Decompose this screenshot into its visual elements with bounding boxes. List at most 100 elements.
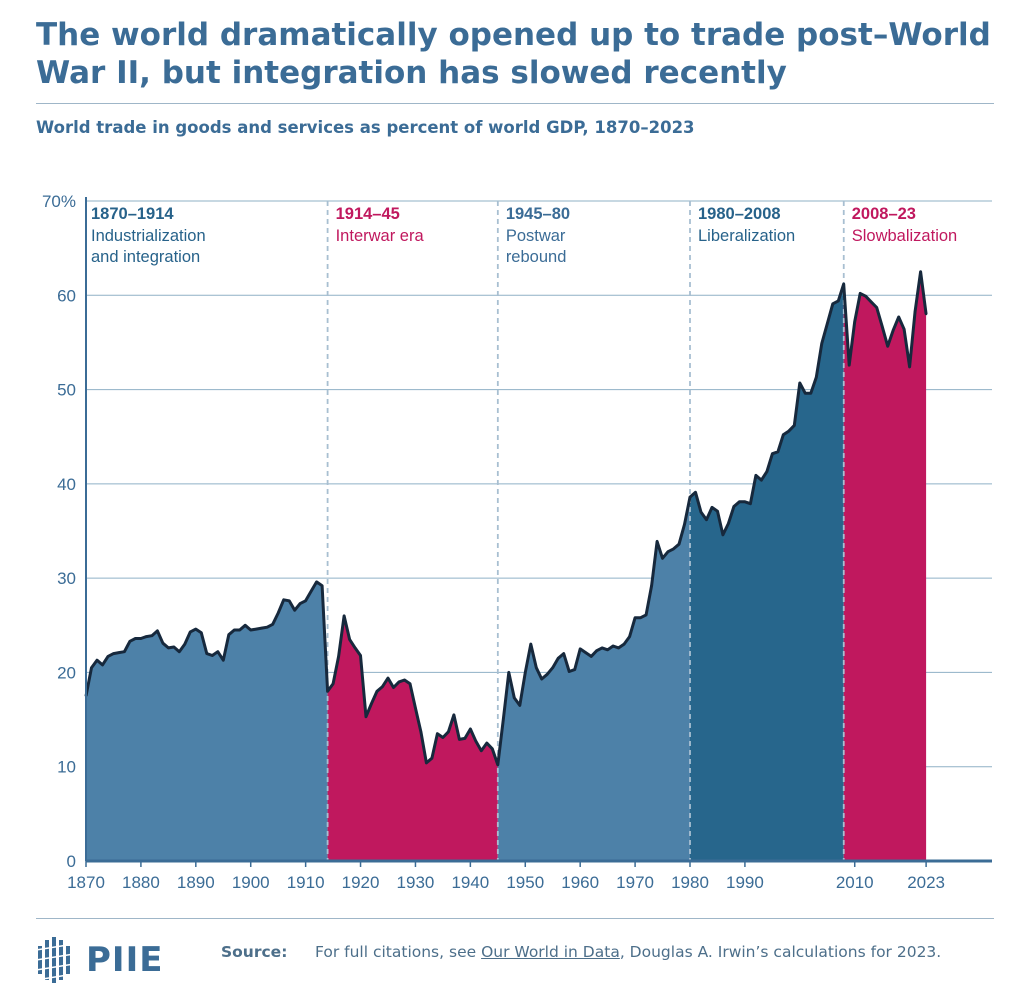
data-point-1877: [123, 650, 126, 653]
data-point-1971: [639, 616, 642, 619]
y-tick-label-4: 40: [57, 475, 76, 494]
data-point-1970: [633, 616, 637, 619]
data-point-1871: [90, 666, 93, 669]
data-point-2012: [864, 295, 867, 298]
data-point-1951: [529, 642, 532, 646]
data-point-1958: [568, 670, 571, 673]
era-area-1870–1914: [86, 581, 328, 861]
data-point-2021: [913, 310, 917, 313]
data-point-1873: [101, 663, 104, 667]
y-tick-label-7: 70%: [42, 192, 76, 211]
data-point-1943: [485, 741, 488, 745]
x-tick-label-1960: 1960: [561, 873, 599, 892]
data-point-1955: [551, 666, 554, 669]
data-point-1983: [705, 518, 708, 521]
data-point-1960: [579, 647, 582, 651]
data-point-1879: [134, 637, 137, 640]
data-point-2001: [804, 392, 807, 395]
piie-logo[interactable]: PIIE: [36, 936, 163, 984]
data-point-1881: [145, 635, 148, 638]
data-point-1914: [326, 690, 329, 693]
data-point-2015: [881, 325, 884, 328]
era-desc-1870–1914-0: Industrialization: [91, 227, 206, 245]
data-point-2010: [853, 320, 856, 323]
data-point-1980: [688, 495, 692, 499]
y-tick-label-0: 0: [67, 852, 76, 871]
data-point-1944: [491, 747, 494, 750]
data-point-1917: [342, 614, 346, 618]
data-point-1880: [139, 637, 143, 640]
data-point-1906: [282, 598, 285, 601]
data-point-2008: [842, 282, 845, 286]
data-point-1949: [518, 704, 521, 707]
data-point-1998: [787, 429, 790, 433]
x-tick-label-1930: 1930: [397, 873, 435, 892]
data-point-1991: [749, 502, 752, 505]
data-point-1938: [458, 738, 461, 741]
data-point-2003: [815, 376, 818, 379]
data-point-1976: [666, 550, 670, 553]
data-point-1933: [430, 757, 434, 760]
data-point-2000: [798, 381, 801, 385]
data-point-1888: [183, 642, 186, 646]
era-desc-1980–2008-0: Liberalization: [698, 227, 795, 245]
data-point-1975: [661, 557, 664, 560]
data-point-1986: [721, 533, 725, 536]
data-point-1928: [403, 678, 406, 682]
data-point-1957: [562, 652, 565, 655]
source-link-owid[interactable]: Our World in Data: [481, 943, 620, 961]
source-text-post: , Douglas A. Irwin’s calculations for 20…: [619, 943, 942, 961]
data-point-1967: [617, 646, 620, 650]
data-point-1926: [392, 686, 395, 689]
data-point-1894: [216, 650, 219, 653]
data-point-2011: [859, 292, 862, 295]
data-point-1874: [106, 655, 110, 658]
data-point-2019: [902, 328, 906, 331]
data-point-1899: [244, 624, 247, 627]
data-point-1932: [425, 761, 428, 765]
era-desc-2008–23-0: Slowbalization: [852, 227, 957, 245]
source-label: Source:: [221, 943, 288, 961]
data-point-1923: [375, 690, 379, 693]
data-point-1931: [419, 730, 423, 733]
data-point-1941: [474, 740, 478, 743]
x-tick-label-1920: 1920: [342, 873, 380, 892]
data-point-1902: [260, 626, 263, 630]
data-point-2013: [870, 300, 873, 304]
data-point-2005: [826, 322, 829, 325]
x-tick-label-1950: 1950: [506, 873, 544, 892]
data-point-2004: [820, 342, 823, 345]
data-point-1889: [189, 630, 192, 634]
x-tick-label-1980: 1980: [671, 873, 709, 892]
data-point-1897: [233, 628, 236, 632]
data-point-1972: [644, 613, 648, 617]
footer-divider: [36, 918, 994, 919]
era-label-2008–23: 2008–23: [852, 205, 916, 223]
data-point-1948: [513, 696, 516, 700]
data-point-1910: [304, 599, 307, 602]
x-tick-label-2010: 2010: [836, 873, 874, 892]
era-area-1914–45: [327, 615, 498, 861]
source-note: Source: For full citations, see Our World…: [221, 942, 981, 962]
data-point-1893: [211, 654, 214, 657]
data-point-2017: [892, 329, 895, 332]
data-point-1952: [535, 666, 538, 669]
x-tick-label-1990: 1990: [726, 873, 764, 892]
data-point-1935: [441, 736, 445, 739]
data-point-1895: [222, 659, 225, 662]
data-point-1994: [765, 470, 769, 473]
data-point-1945: [496, 763, 499, 766]
era-area-1945–80: [497, 497, 690, 861]
data-point-2023: [924, 312, 928, 316]
data-point-1916: [337, 655, 340, 658]
data-point-1973: [650, 584, 653, 587]
data-point-1947: [507, 671, 510, 674]
data-point-1885: [167, 646, 170, 650]
data-point-1892: [205, 652, 208, 655]
x-tick-label-1880: 1880: [122, 873, 160, 892]
data-point-1968: [622, 642, 626, 646]
data-point-1965: [606, 648, 609, 651]
data-point-1919: [353, 646, 357, 650]
x-tick-label-1870: 1870: [67, 873, 105, 892]
trade-area-chart: 0 10 20 30 40 50 60 70% 1870 1880 1890 1900 1910 1920…: [42, 192, 992, 892]
